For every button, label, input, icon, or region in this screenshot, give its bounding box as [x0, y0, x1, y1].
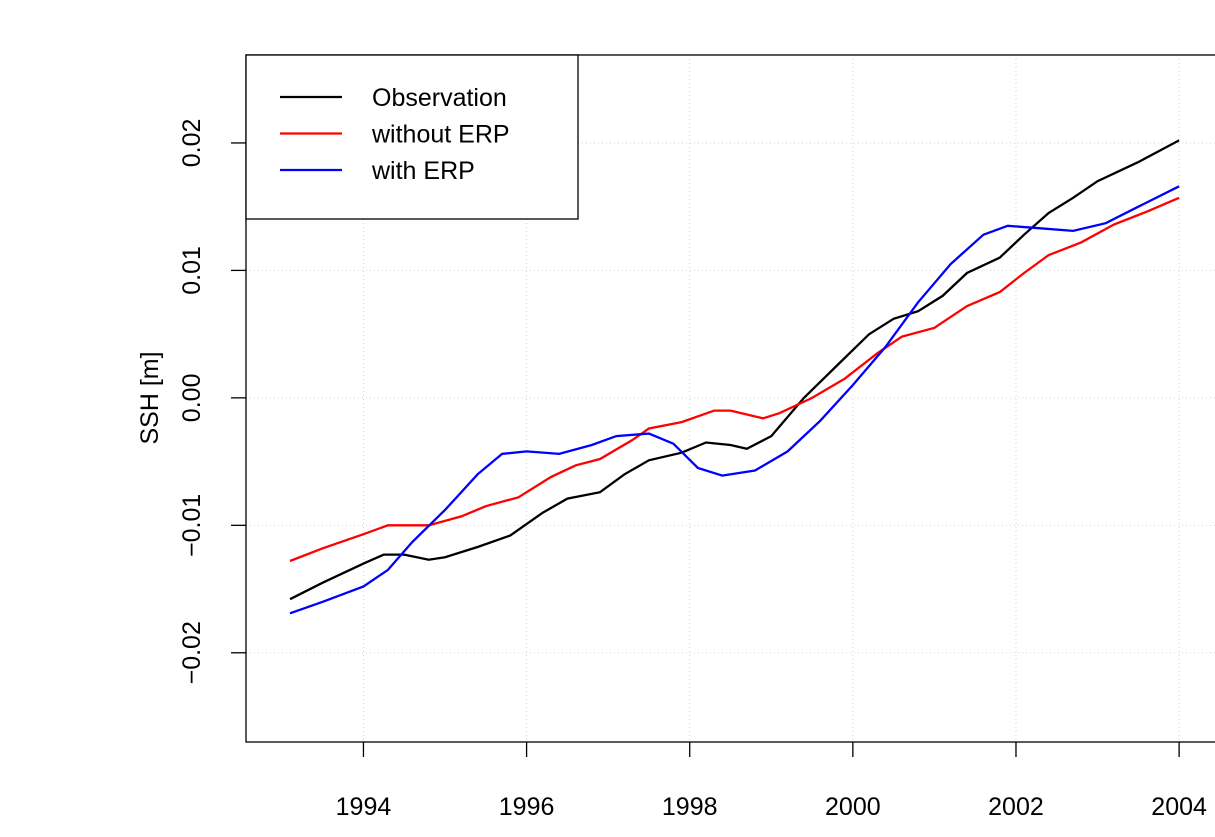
- x-tick-label: 1998: [662, 793, 718, 821]
- x-tick-label: 2002: [988, 793, 1044, 821]
- y-axis-label: SSH [m]: [136, 351, 164, 444]
- legend-label: without ERP: [371, 121, 510, 149]
- x-tick-label: 1996: [499, 793, 555, 821]
- data-line: [289, 185, 1180, 615]
- y-tick-label: 0.00: [178, 374, 206, 423]
- legend-box: [245, 54, 579, 220]
- x-tick-label: 2004: [1151, 793, 1207, 821]
- y-tick-label: −0.02: [178, 621, 206, 684]
- data-line: [289, 196, 1180, 563]
- x-tick-label: 1994: [336, 793, 392, 821]
- legend-label: Observation: [372, 84, 507, 112]
- y-tick-label: 0.02: [178, 119, 206, 168]
- x-tick-label: 2000: [825, 793, 881, 821]
- y-tick-label: −0.01: [178, 494, 206, 557]
- legend-label: with ERP: [371, 157, 475, 185]
- data-line: [289, 139, 1180, 601]
- plot-frame: [245, 54, 1215, 743]
- y-tick-label: 0.01: [178, 246, 206, 295]
